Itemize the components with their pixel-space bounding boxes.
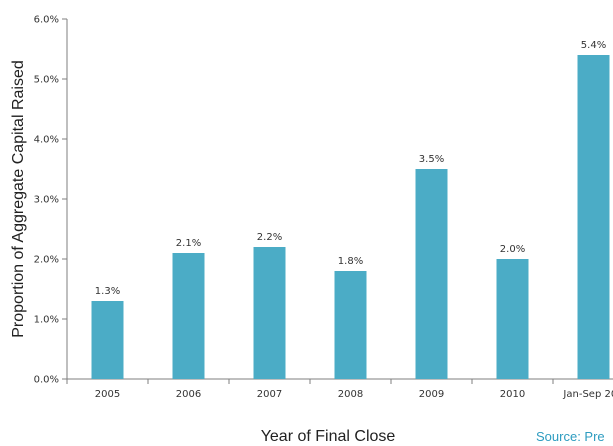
bar (91, 301, 124, 379)
y-tick-label: 3.0% (34, 195, 59, 206)
bar-value-label: 5.4% (581, 40, 606, 51)
y-axis-title: Proportion of Aggregate Capital Raised (10, 60, 27, 338)
x-axis: 2005 2006 2007 2008 2009 2010 Jan-Sep 201 (66, 378, 613, 400)
bar-value-label: 3.5% (419, 154, 444, 165)
x-tick-label: 2007 (257, 389, 282, 400)
bar (334, 271, 367, 379)
y-tick-label: 0.0% (34, 375, 59, 386)
bar-value-label: 2.0% (500, 244, 525, 255)
bar-value-label: 2.1% (176, 238, 201, 249)
source-label: Source: Pre (536, 429, 605, 444)
y-tick-label: 1.0% (34, 315, 59, 326)
x-tick-label: 2006 (176, 389, 201, 400)
bar-value-label: 1.3% (95, 286, 120, 297)
bar-value-label: 2.2% (257, 232, 282, 243)
x-tick-label: 2010 (500, 389, 525, 400)
x-axis-title: Year of Final Close (261, 428, 396, 445)
y-axis: 0.0% 1.0% 2.0% 3.0% 4.0% 5.0% 6.0% (34, 15, 68, 386)
x-tick-label: Jan-Sep 201 (562, 389, 613, 400)
bar (577, 55, 610, 379)
x-tick-label: 2005 (95, 389, 120, 400)
bar (253, 247, 286, 379)
y-tick-label: 4.0% (34, 135, 59, 146)
x-tick-label: 2008 (338, 389, 363, 400)
x-tick-label: 2009 (419, 389, 444, 400)
y-tick-label: 5.0% (34, 75, 59, 86)
bars (91, 55, 610, 379)
y-tick-label: 2.0% (34, 255, 59, 266)
data-labels: 1.3% 2.1% 2.2% 1.8% 3.5% 2.0% 5.4% (95, 40, 606, 297)
bar (415, 169, 448, 379)
bar (496, 259, 529, 379)
bar-value-label: 1.8% (338, 256, 363, 267)
y-tick-label: 6.0% (34, 15, 59, 26)
bar (172, 253, 205, 379)
